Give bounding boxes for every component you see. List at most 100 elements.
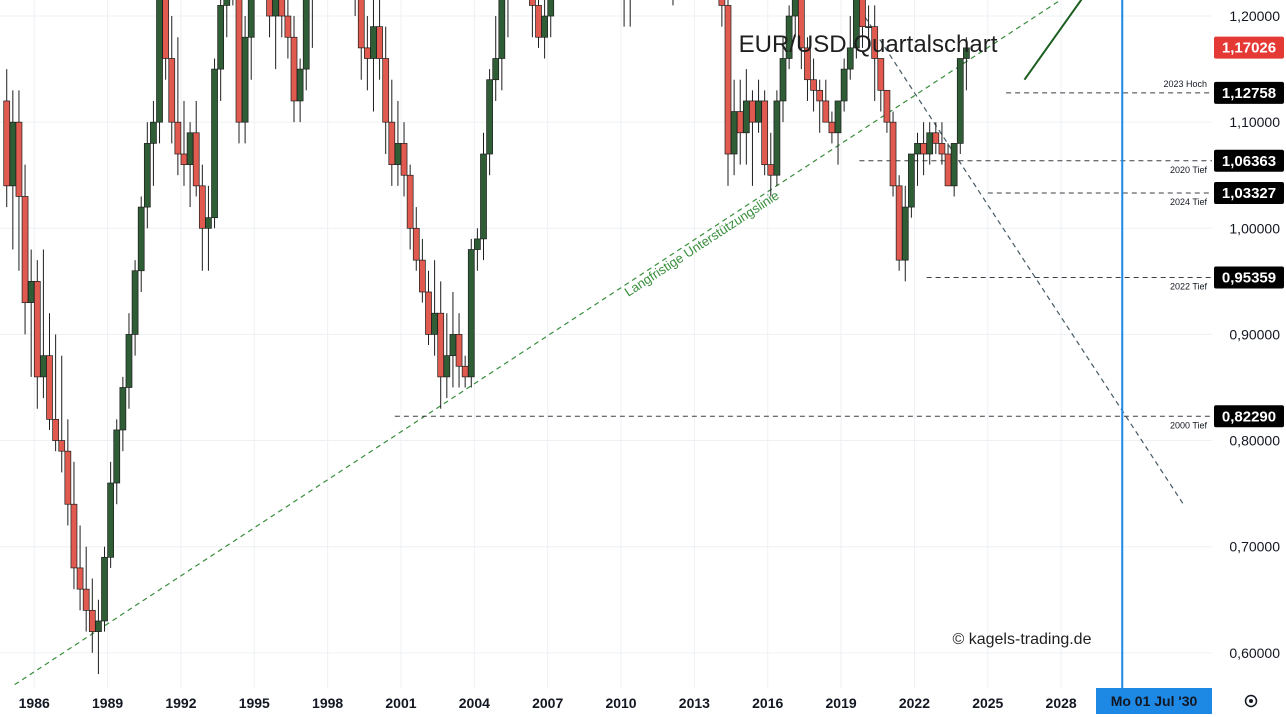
cursor-date-bg [1096,688,1212,714]
x-tick-label: 1992 [165,695,196,711]
candle-body [865,26,872,29]
candle-body [174,121,182,155]
candle-body [950,143,958,187]
candle-body [859,0,866,28]
x-tick-label: 2019 [826,695,857,711]
candle-body [828,121,836,134]
candle-body [834,100,842,134]
y-tick-label: 0,60000 [1229,645,1280,661]
settings-icon[interactable] [1244,694,1258,708]
candle-body [846,47,854,70]
candle-body [877,58,885,91]
candle-body [296,68,304,102]
candle-body [40,355,47,378]
candle-body [168,58,176,123]
candle-body [272,0,280,17]
candle-body [400,143,408,176]
candle-body [449,334,457,357]
candle-body [718,0,726,6]
trendline [14,0,1062,686]
candle-body [88,610,96,632]
candle-body [791,0,799,17]
x-tick-label: 2010 [605,695,636,711]
candle-body [376,26,383,59]
candle-body [773,100,781,176]
candle-body [3,100,11,187]
candle-body [205,217,212,229]
candle-body [956,58,964,144]
candle-body [901,206,909,261]
price-label: 1,06363 [1222,153,1276,170]
candle-body [125,334,133,388]
grid [0,0,1212,688]
y-tick-label: 1,10000 [1229,114,1280,130]
candle-body [198,185,206,229]
candle-body [9,121,17,187]
level-name: 2022 Tief [1170,282,1208,292]
price-label-bg [1214,181,1284,204]
candle-body [498,0,506,59]
candle-body [302,0,310,70]
trendline [853,0,1184,505]
candle-body [914,143,921,155]
candle-body [455,334,463,367]
candle-body [938,143,946,155]
level-name: 2024 Tief [1170,197,1208,207]
arrow-shaft [1023,0,1083,81]
price-label: 0,95359 [1222,270,1276,287]
candle-body [437,312,445,378]
watermark: © kagels-trading.de [953,631,1092,648]
candle-body [82,588,90,611]
candle-body [156,0,163,123]
x-tick-label: 2028 [1046,695,1077,711]
x-tick-label: 1995 [239,695,270,711]
chart-title: EUR/USD Quartalschart [739,31,998,58]
candle-body [64,450,72,505]
price-axis: 0,60000 0,70000 0,80000 0,90000 1,00000 1,100… [1229,8,1280,661]
candle-body [107,482,114,558]
candle-body [162,0,169,59]
time-axis: 1986 1989 1992 1995 1998 2001 2004 2007 2010 2013… [19,688,1212,714]
x-tick-label: 2001 [385,695,416,711]
candle-body [926,132,934,155]
price-label-bg [1214,266,1284,289]
candle-body [150,121,157,144]
level-name: 2000 Tief [1170,420,1208,430]
candle-body [113,429,121,484]
price-label: 1,12758 [1222,85,1276,102]
candle-body [797,0,805,49]
candle-body [492,58,500,81]
candle-body [767,164,775,176]
candle-body [394,143,402,165]
candle-body [357,0,365,49]
candle-body [443,355,451,378]
candle-body [822,100,830,123]
candle-body [247,0,255,38]
price-label-bg [1214,405,1284,428]
candle-body [779,58,787,102]
candle-body [76,567,84,590]
candle-body [52,418,59,441]
candle-body [535,5,542,38]
x-tick-label: 2025 [972,695,1003,711]
price-label: 1,17026 [1222,40,1276,57]
candle-body [755,100,762,123]
candle-body [278,0,286,17]
candle-body [137,206,145,272]
price-label-bg [1214,149,1284,172]
candle-body [370,26,377,59]
candle-body [406,174,414,229]
candle-body [749,100,756,123]
candle-body [431,312,438,335]
candle-body [908,153,915,208]
candle-body [217,5,225,70]
candle-body [21,196,29,303]
candle-body [186,132,194,165]
price-label: 0,82290 [1222,408,1276,425]
price-label-bg [1214,81,1284,104]
candle-body [816,89,824,102]
candle-body [364,47,371,59]
candle-body [724,5,732,155]
